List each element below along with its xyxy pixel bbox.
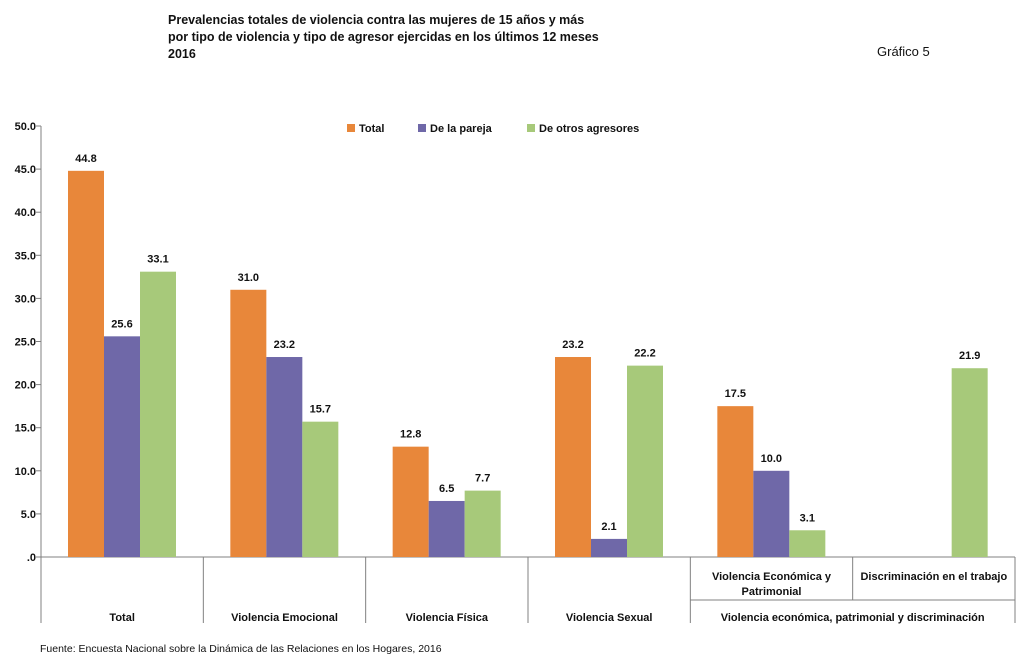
bar-total bbox=[230, 289, 267, 557]
bar-de-la-pareja bbox=[428, 500, 465, 557]
title-line-1: Prevalencias totales de violencia contra… bbox=[168, 13, 585, 27]
figure-label: Gráfico 5 bbox=[877, 44, 930, 59]
data-label: 23.2 bbox=[274, 339, 295, 351]
y-tick-label: 10.0 bbox=[15, 466, 36, 478]
bar-de-otros-agresores bbox=[789, 530, 826, 557]
data-label: 3.1 bbox=[800, 512, 815, 524]
category-label: Patrimonial bbox=[742, 586, 802, 598]
y-tick-label: 40.0 bbox=[15, 207, 36, 219]
bar-de-la-pareja bbox=[753, 470, 790, 557]
y-tick-label: 15.0 bbox=[15, 423, 36, 435]
legend-swatch bbox=[527, 124, 535, 132]
y-tick-label: 5.0 bbox=[21, 509, 36, 521]
bar-de-otros-agresores bbox=[951, 368, 988, 557]
data-label: 15.7 bbox=[310, 404, 331, 416]
data-label: 12.8 bbox=[400, 429, 421, 441]
title-line-3: 2016 bbox=[168, 47, 196, 61]
y-tick-label: 50.0 bbox=[15, 121, 36, 133]
bar-total bbox=[392, 446, 429, 557]
title-line-2: por tipo de violencia y tipo de agresor … bbox=[168, 30, 599, 44]
bar-total bbox=[68, 170, 104, 557]
y-tick-label: 35.0 bbox=[15, 250, 36, 262]
category-label: Total bbox=[109, 612, 134, 624]
category-label: Violencia Sexual bbox=[566, 612, 653, 624]
data-label: 31.0 bbox=[238, 272, 259, 284]
category-label: Violencia Económica y bbox=[712, 571, 832, 583]
bar-de-otros-agresores bbox=[464, 490, 501, 557]
y-tick-label: .0 bbox=[27, 552, 36, 564]
legend-label: De otros agresores bbox=[539, 123, 639, 135]
category-label: Violencia Emocional bbox=[231, 612, 338, 624]
data-label: 25.6 bbox=[111, 318, 132, 330]
data-label: 17.5 bbox=[725, 388, 746, 400]
data-label: 23.2 bbox=[562, 339, 583, 351]
data-label: 6.5 bbox=[439, 483, 454, 495]
data-label: 2.1 bbox=[601, 521, 616, 533]
data-label: 33.1 bbox=[147, 254, 168, 266]
data-label: 21.9 bbox=[959, 350, 980, 362]
category-label: Violencia Física bbox=[406, 612, 489, 624]
y-tick-label: 25.0 bbox=[15, 337, 36, 349]
data-label: 7.7 bbox=[475, 473, 490, 485]
data-label: 44.8 bbox=[75, 153, 96, 165]
bar-de-la-pareja bbox=[591, 538, 627, 557]
bar-total bbox=[555, 357, 591, 557]
y-tick-label: 20.0 bbox=[15, 380, 36, 392]
data-label: 10.0 bbox=[761, 453, 782, 465]
y-tick-label: 45.0 bbox=[15, 164, 36, 176]
group-label: Violencia económica, patrimonial y discr… bbox=[721, 612, 985, 624]
legend-label: Total bbox=[359, 123, 384, 135]
legend-swatch bbox=[418, 124, 426, 132]
legend-label: De la pareja bbox=[430, 123, 493, 135]
data-label: 22.2 bbox=[634, 348, 655, 360]
bar-de-otros-agresores bbox=[302, 421, 339, 557]
legend-swatch bbox=[347, 124, 355, 132]
y-tick-label: 30.0 bbox=[15, 293, 36, 305]
bar-total bbox=[717, 406, 754, 557]
bar-de-la-pareja bbox=[266, 357, 303, 557]
chart-title: Prevalencias totales de violencia contra… bbox=[168, 12, 628, 63]
bar-de-otros-agresores bbox=[140, 271, 176, 557]
category-label: Discriminación en el trabajo bbox=[860, 571, 1007, 583]
bar-de-otros-agresores bbox=[627, 365, 663, 557]
source-note: Fuente: Encuesta Nacional sobre la Dinám… bbox=[40, 643, 442, 655]
bar-de-la-pareja bbox=[104, 336, 140, 557]
